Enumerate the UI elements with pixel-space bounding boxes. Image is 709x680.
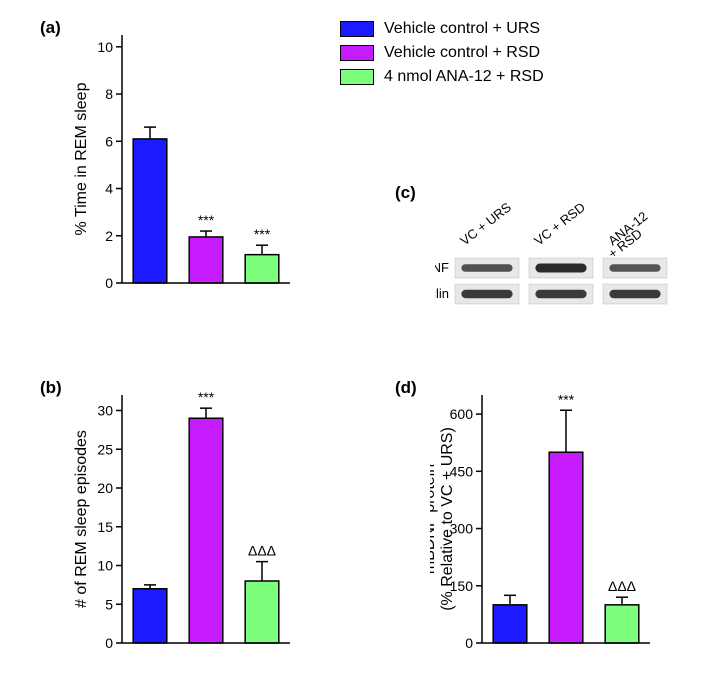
svg-text:600: 600 <box>450 406 474 422</box>
chart-bdnf-protein: ***ΔΔΔ0150300450600mBDNF protein(% Relat… <box>430 375 660 655</box>
svg-text:25: 25 <box>97 441 113 457</box>
panel-d-label: (d) <box>395 378 417 398</box>
svg-text:***: *** <box>558 391 575 407</box>
svg-text:BDNF: BDNF <box>435 260 449 275</box>
svg-text:ΔΔΔ: ΔΔΔ <box>248 543 276 559</box>
legend-item: Vehicle control + URS <box>340 20 544 38</box>
svg-text:mBDNF protein: mBDNF protein <box>430 464 438 574</box>
legend-item: Vehicle control + RSD <box>340 44 544 62</box>
legend: Vehicle control + URS Vehicle control + R… <box>340 20 544 92</box>
svg-text:10: 10 <box>97 39 113 55</box>
svg-text:VC + URS: VC + URS <box>457 199 514 248</box>
svg-text:6: 6 <box>105 133 113 149</box>
svg-text:5: 5 <box>105 596 113 612</box>
svg-text:***: *** <box>198 389 215 405</box>
svg-text:0: 0 <box>105 635 113 651</box>
svg-text:VC + RSD: VC + RSD <box>531 199 588 248</box>
svg-text:20: 20 <box>97 480 113 496</box>
chart-rem-percent: *** *** 0 2 4 6 8 10 % Time in REM sleep <box>70 15 300 295</box>
svg-text:ΔΔΔ: ΔΔΔ <box>608 578 636 594</box>
chart-rem-episodes: *** ΔΔΔ 0 5 10 15 20 25 30 # of REM sleep episode… <box>70 375 300 655</box>
svg-text:8: 8 <box>105 86 113 102</box>
panel-b-label: (b) <box>40 378 62 398</box>
legend-label: 4 nmol ANA-12 + RSD <box>384 68 544 86</box>
western-blot: VC + URSVC + RSDANA-12+ RSDBDNFα-tubulin <box>435 180 685 330</box>
legend-item: 4 nmol ANA-12 + RSD <box>340 68 544 86</box>
panel-c-label: (c) <box>395 183 416 203</box>
svg-text:(% Relative to VC + URS): (% Relative to VC + URS) <box>439 427 456 611</box>
svg-text:α-tubulin: α-tubulin <box>435 286 449 301</box>
legend-swatch <box>340 21 374 37</box>
legend-label: Vehicle control + RSD <box>384 44 540 62</box>
svg-text:10: 10 <box>97 558 113 574</box>
svg-text:***: *** <box>254 226 271 242</box>
legend-label: Vehicle control + URS <box>384 20 540 38</box>
svg-text:2: 2 <box>105 228 113 244</box>
svg-text:***: *** <box>198 212 215 228</box>
svg-text:# of REM sleep episodes: # of REM sleep episodes <box>73 430 90 608</box>
legend-swatch <box>340 69 374 85</box>
svg-text:0: 0 <box>465 635 473 651</box>
svg-text:% Time in REM sleep: % Time in REM sleep <box>73 82 90 235</box>
svg-text:15: 15 <box>97 519 113 535</box>
svg-text:0: 0 <box>105 275 113 291</box>
svg-text:4: 4 <box>105 181 113 197</box>
legend-swatch <box>340 45 374 61</box>
svg-text:30: 30 <box>97 403 113 419</box>
panel-a-label: (a) <box>40 18 61 38</box>
